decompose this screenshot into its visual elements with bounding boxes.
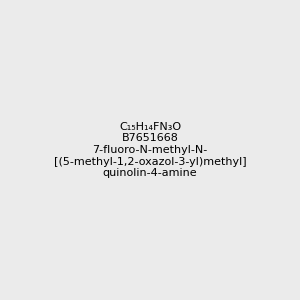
Text: C₁₅H₁₄FN₃O
B7651668
7-fluoro-N-methyl-N-
[(5-methyl-1,2-oxazol-3-yl)methyl]
quin: C₁₅H₁₄FN₃O B7651668 7-fluoro-N-methyl-N-… (54, 122, 246, 178)
